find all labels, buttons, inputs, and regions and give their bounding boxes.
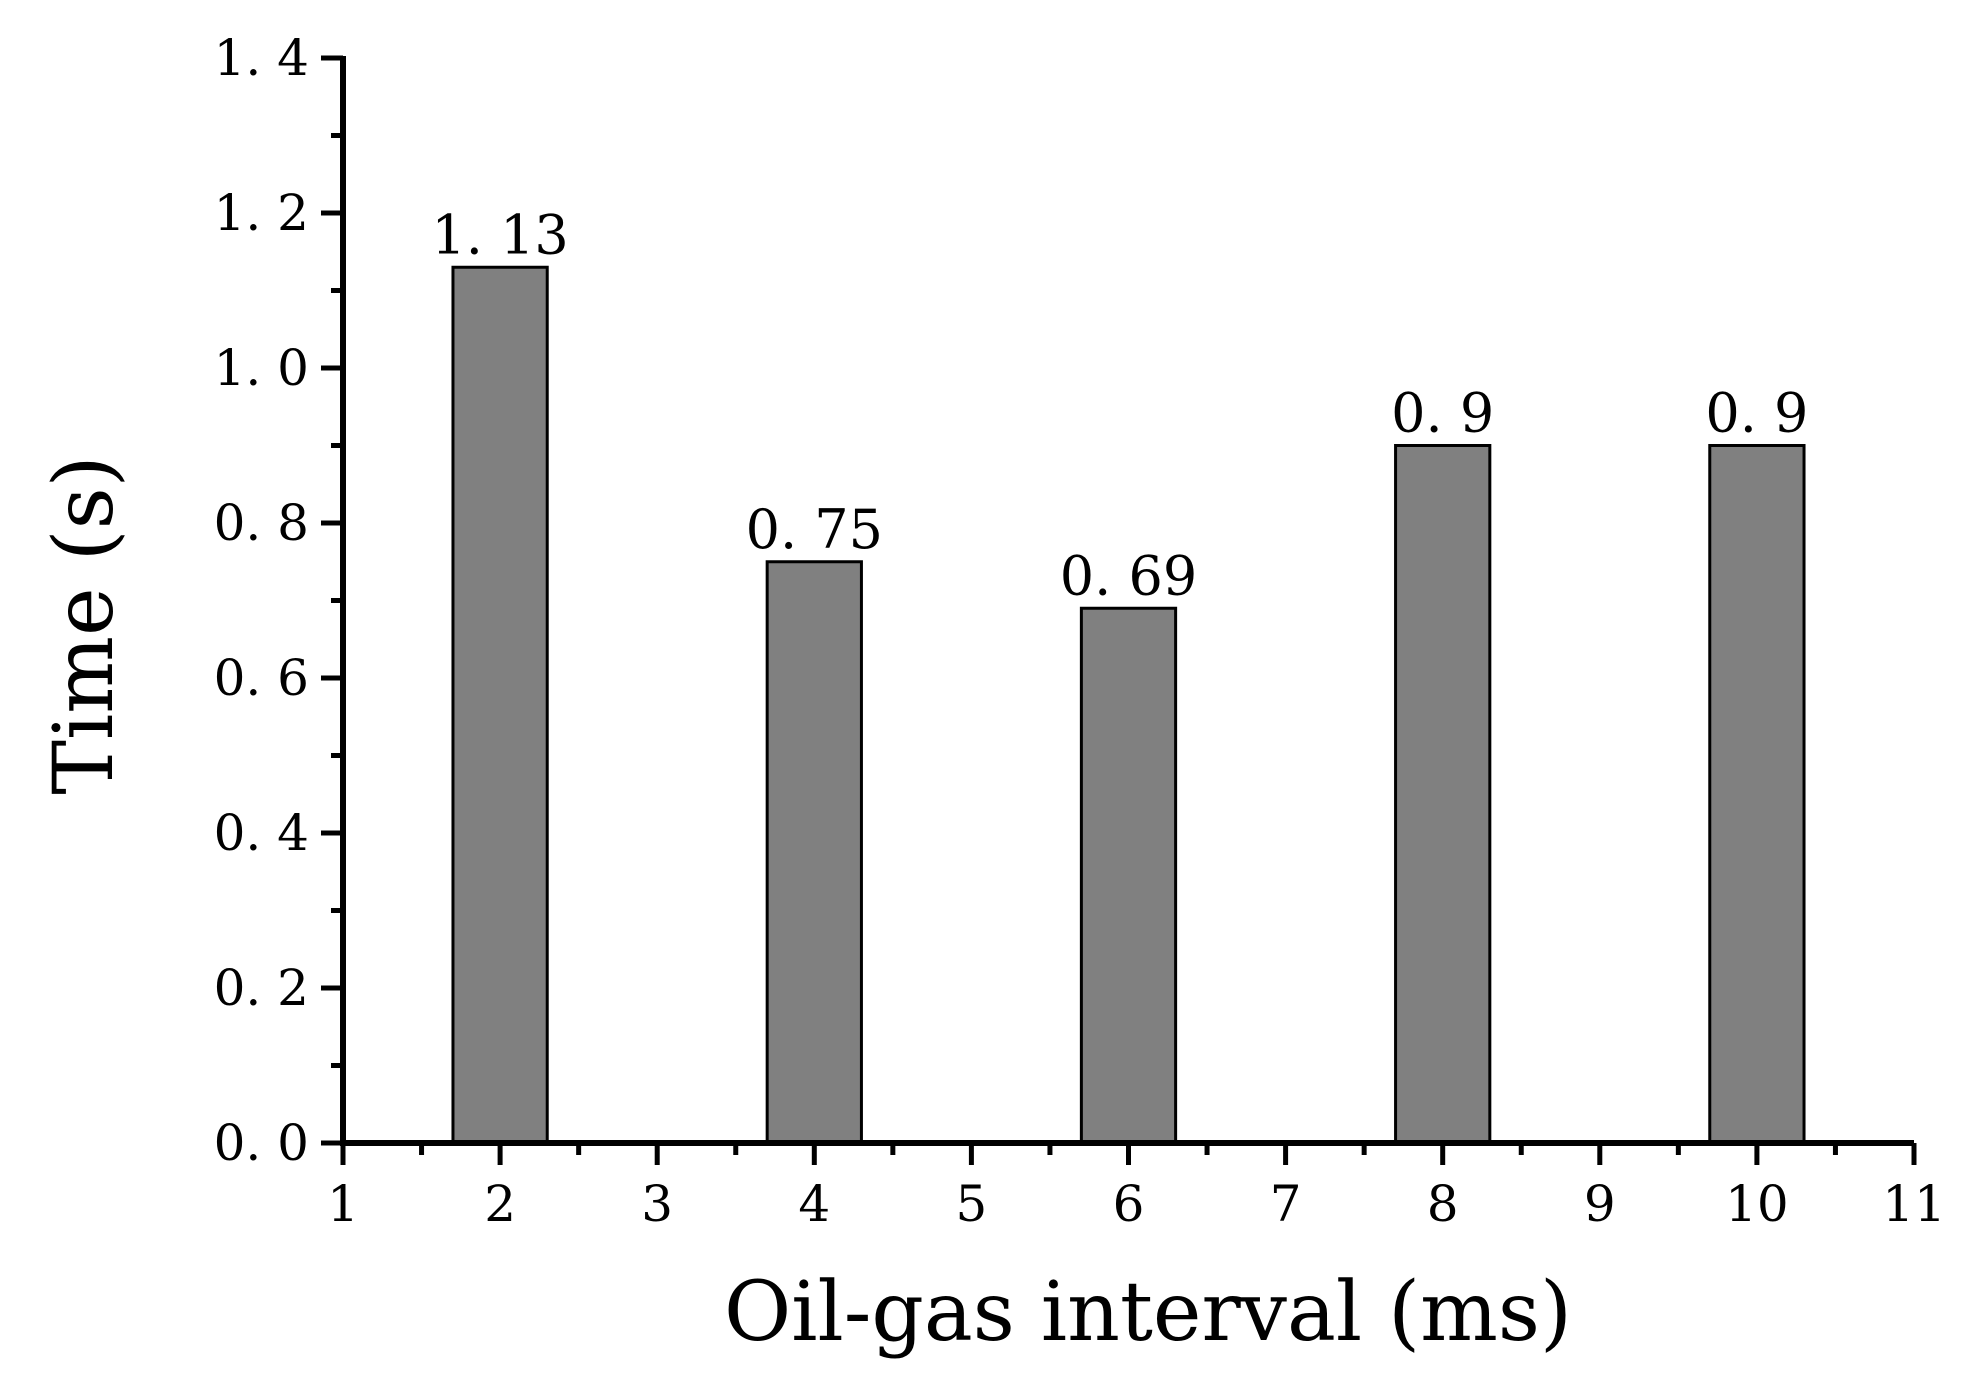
y-tick-label: 1. 0 [214,339,309,397]
y-tick-label: 0. 2 [214,959,309,1017]
bar [451,265,549,1145]
x-tick-label: 3 [641,1175,673,1233]
x-tick-label: 4 [798,1175,830,1233]
x-tick-label: 8 [1427,1175,1459,1233]
data-label: 0. 69 [1060,544,1197,607]
bar [1079,606,1178,1145]
axes-layer [321,55,1917,1165]
data-label: 0. 9 [1705,382,1808,445]
bars-layer [451,265,1806,1145]
x-tick-label: 11 [1882,1175,1946,1233]
x-tick-label: 5 [955,1175,987,1233]
x-tick-label: 6 [1113,1175,1145,1233]
x-tick-label: 10 [1725,1175,1789,1233]
data-label: 0. 75 [746,498,883,561]
labels-layer: 1. 13 0. 75 0. 69 0. 9 0. 9 0. 0 0. 2 0. 4 0. 6 0… [214,29,1946,1233]
x-tick-label: 1 [327,1175,359,1233]
y-axis-title: Time (s) [37,455,132,794]
bar [765,560,863,1145]
data-label: 0. 9 [1391,382,1494,445]
y-tick-label: 1. 4 [214,29,309,87]
y-tick-label: 0. 6 [214,649,309,707]
data-label: 1. 13 [431,203,568,266]
bar [1394,444,1492,1145]
x-tick-label: 2 [484,1175,516,1233]
y-tick-label: 0. 4 [214,804,309,862]
x-tick-label: 9 [1584,1175,1616,1233]
bar [1708,444,1806,1145]
x-tick-label: 7 [1270,1175,1302,1233]
y-tick-label: 0. 0 [214,1114,309,1172]
y-tick-label: 1. 2 [214,184,309,242]
y-tick-label: 0. 8 [214,494,309,552]
x-axis-title: Oil-gas interval (ms) [724,1265,1572,1360]
